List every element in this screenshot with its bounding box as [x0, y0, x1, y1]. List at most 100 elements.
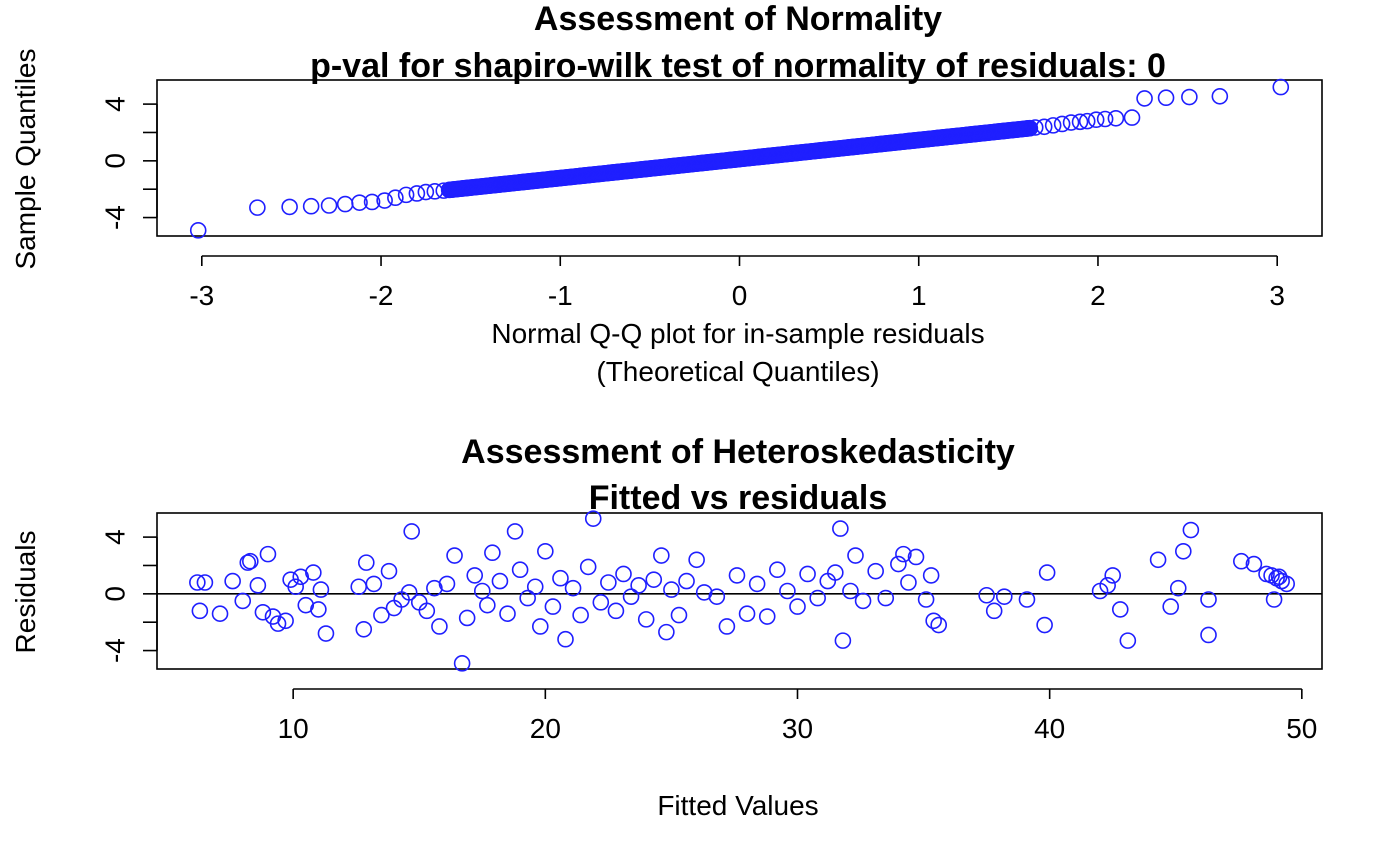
resid-point — [520, 591, 535, 606]
resid-title-line1: Assessment of Heteroskedasticity — [461, 433, 1015, 471]
qq-x-tick-label: 3 — [1269, 280, 1285, 311]
resid-point — [1183, 523, 1198, 538]
resid-xlabel: Fitted Values — [657, 790, 818, 821]
resid-point — [729, 568, 744, 583]
resid-plot-frame — [157, 513, 1322, 669]
qq-ylabel: Sample Quantiles — [10, 48, 41, 269]
resid-point — [1176, 544, 1191, 559]
resid-point — [581, 559, 596, 574]
resid-x-tick-label: 40 — [1034, 713, 1065, 744]
qq-point — [388, 190, 403, 205]
resid-point — [616, 566, 631, 581]
resid-point — [1040, 565, 1055, 580]
resid-point — [833, 521, 848, 536]
qq-x-tick-label: 0 — [732, 280, 748, 311]
resid-ylabel: Residuals — [10, 531, 41, 654]
resid-point — [924, 568, 939, 583]
resid-point — [213, 606, 228, 621]
resid-point — [447, 548, 462, 563]
resid-point — [553, 571, 568, 586]
qq-x-tick-label: 2 — [1090, 280, 1106, 311]
qq-point — [1159, 90, 1174, 105]
resid-point — [366, 576, 381, 591]
qq-point — [322, 198, 337, 213]
resid-point — [664, 582, 679, 597]
qq-point — [1212, 89, 1227, 104]
resid-x-axis: 10 20 30 40 50 — [278, 689, 1318, 744]
resid-point — [255, 605, 270, 620]
resid-point — [624, 589, 639, 604]
qq-y-axis: -404 — [99, 96, 157, 230]
resid-point — [500, 606, 515, 621]
resid-point — [1163, 599, 1178, 614]
qq-point — [304, 199, 319, 214]
resid-x-tick-label: 50 — [1286, 713, 1317, 744]
resid-x-tick-label: 10 — [278, 713, 309, 744]
resid-point — [1037, 618, 1052, 633]
resid-point — [351, 579, 366, 594]
qq-point — [282, 199, 297, 214]
resid-point — [538, 544, 553, 559]
resid-point — [356, 622, 371, 637]
resid-point — [601, 575, 616, 590]
resid-y-tick-label: 4 — [99, 529, 130, 545]
resid-points — [190, 511, 1294, 671]
resid-point — [311, 602, 326, 617]
resid-point — [492, 574, 507, 589]
resid-point — [931, 618, 946, 633]
resid-point — [780, 584, 795, 599]
resid-point — [800, 566, 815, 581]
resid-point — [810, 591, 825, 606]
resid-y-tick-label: -4 — [99, 638, 130, 663]
qq-point — [1182, 90, 1197, 105]
resid-point — [485, 545, 500, 560]
resid-point — [689, 552, 704, 567]
resid-point — [528, 579, 543, 594]
qq-x-tick-label: -3 — [189, 280, 214, 311]
resid-point — [404, 524, 419, 539]
resid-point — [987, 603, 1002, 618]
resid-y-tick-label: 0 — [99, 586, 130, 602]
resid-point — [760, 609, 775, 624]
qq-x-tick-label: 1 — [911, 280, 927, 311]
resid-point — [856, 593, 871, 608]
resid-x-tick-label: 30 — [782, 713, 813, 744]
qq-point — [338, 197, 353, 212]
resid-point — [901, 575, 916, 590]
resid-point — [790, 599, 805, 614]
resid-point — [868, 564, 883, 579]
resid-point — [573, 608, 588, 623]
resid-point — [545, 599, 560, 614]
qq-xlabel-line1: Normal Q-Q plot for in-sample residuals — [491, 318, 984, 349]
resid-point — [740, 606, 755, 621]
resid-point — [513, 562, 528, 577]
qq-y-tick-label: 4 — [99, 96, 130, 112]
resid-point — [318, 626, 333, 641]
qq-y-tick-label: 0 — [99, 153, 130, 169]
qq-title-line1: Assessment of Normality — [534, 0, 942, 38]
resid-point — [671, 608, 686, 623]
resid-point — [608, 603, 623, 618]
resid-point — [719, 619, 734, 634]
resid-point — [979, 588, 994, 603]
resid-point — [848, 548, 863, 563]
resid-point — [313, 582, 328, 597]
resid-point — [646, 572, 661, 587]
resid-point — [1113, 602, 1128, 617]
resid-point — [225, 574, 240, 589]
resid-point — [432, 619, 447, 634]
resid-point — [480, 598, 495, 613]
resid-point — [654, 548, 669, 563]
resid-point — [878, 591, 893, 606]
resid-point — [1201, 627, 1216, 642]
qq-points — [191, 80, 1289, 238]
qq-point — [1273, 80, 1288, 95]
resid-point — [835, 633, 850, 648]
resid-panel: Assessment of Heteroskedasticity Fitted … — [10, 433, 1322, 821]
resid-point — [770, 562, 785, 577]
resid-point — [260, 547, 275, 562]
resid-point — [235, 593, 250, 608]
resid-point — [679, 574, 694, 589]
qq-point — [250, 200, 265, 215]
